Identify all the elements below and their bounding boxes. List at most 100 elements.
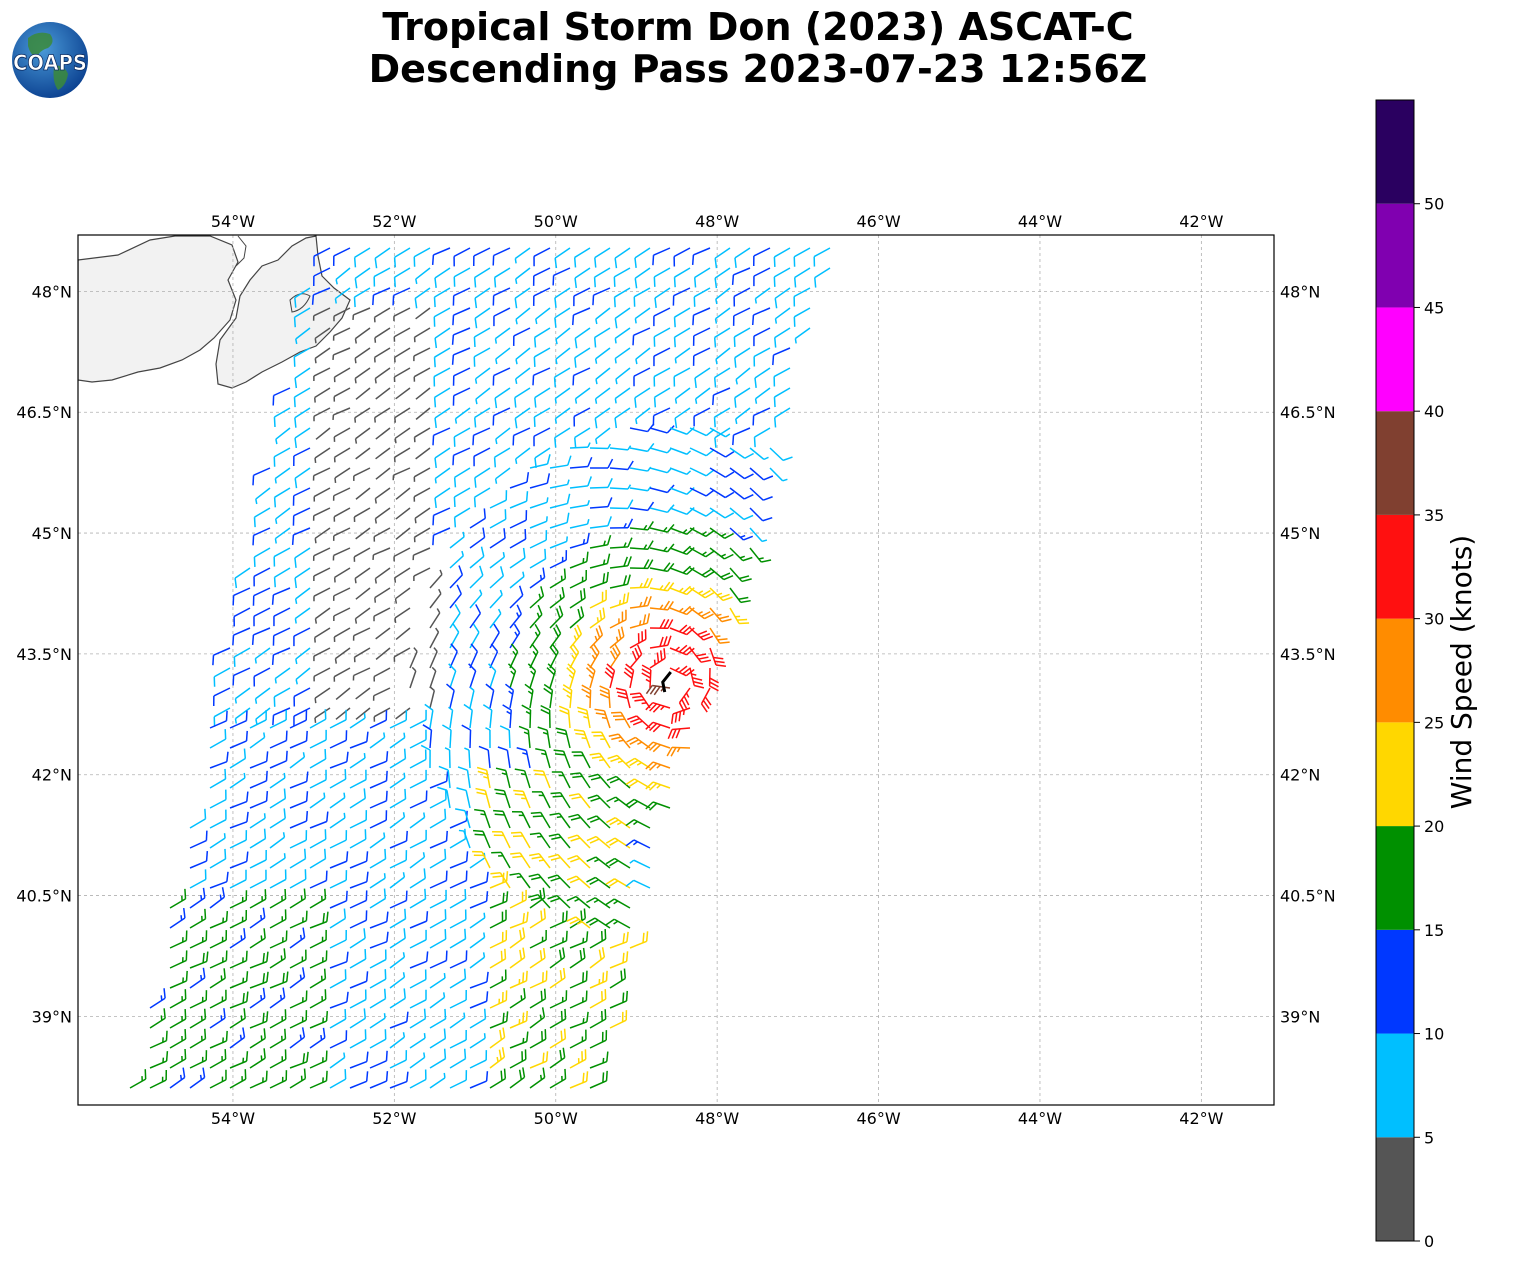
wind-barb — [629, 613, 651, 629]
wind-barb — [374, 587, 391, 603]
wind-barb — [566, 916, 591, 929]
wind-barb — [510, 831, 531, 849]
wind-barb — [469, 589, 483, 609]
logo-text: COAPS — [13, 51, 87, 75]
wind-barb — [369, 832, 386, 849]
wind-barb — [714, 307, 731, 324]
wind-barb — [489, 643, 499, 669]
wind-barb — [274, 667, 291, 684]
wind-barb — [332, 487, 351, 501]
wind-barb — [449, 1048, 467, 1069]
wind-barb — [605, 898, 631, 909]
wind-barb — [213, 707, 231, 727]
wind-barb — [333, 627, 351, 642]
wind-barb — [289, 990, 308, 1009]
wind-barb — [537, 726, 551, 749]
wind-barb — [674, 407, 691, 429]
wind-barb — [713, 327, 731, 348]
wind-barb — [409, 790, 428, 809]
wind-barb — [532, 287, 551, 306]
lon-tick-label-bottom: 42°W — [1179, 1109, 1223, 1128]
wind-barb — [395, 487, 411, 500]
wind-barb — [429, 830, 448, 849]
wind-barb — [448, 706, 454, 729]
wind-barb — [409, 969, 427, 989]
wind-barb — [413, 567, 431, 582]
wind-barb — [609, 460, 634, 471]
wind-barb — [569, 588, 586, 609]
wind-barb — [395, 707, 411, 720]
wind-barb — [389, 1011, 409, 1029]
wind-barb — [372, 687, 391, 701]
wind-barb — [469, 527, 486, 549]
wind-barb — [309, 709, 327, 729]
lat-tick-label-right: 46.5°N — [1280, 403, 1336, 422]
wind-barb — [209, 751, 229, 769]
wind-barb — [709, 647, 727, 668]
wind-barb — [555, 347, 571, 365]
lon-tick-label-top: 50°W — [534, 212, 578, 231]
wind-barb — [566, 875, 591, 889]
wind-barb — [373, 307, 391, 323]
wind-barb — [689, 647, 712, 663]
wind-barb — [314, 347, 331, 364]
colorbar-tick-label: 30 — [1424, 610, 1444, 629]
wind-barb — [309, 1027, 326, 1049]
wind-barb — [312, 547, 331, 561]
wind-barb — [549, 812, 571, 829]
wind-barb — [629, 859, 651, 869]
wind-barb — [574, 327, 591, 349]
wind-barb — [577, 706, 591, 729]
wind-barb — [623, 663, 635, 689]
wind-barb — [549, 550, 568, 569]
wind-barb — [692, 347, 711, 366]
lon-tick-label-top: 48°W — [695, 212, 739, 231]
wind-barb — [594, 407, 611, 429]
wind-barb — [549, 1068, 567, 1089]
wind-barb — [569, 456, 593, 469]
wind-barb — [469, 1033, 486, 1049]
wind-barb — [568, 813, 591, 829]
wind-barb — [274, 467, 291, 484]
wind-barb — [569, 947, 586, 969]
wind-barb — [729, 467, 754, 480]
wind-barb — [274, 507, 291, 525]
colorbar-tick-label: 15 — [1424, 921, 1444, 940]
wind-barb — [567, 855, 591, 869]
wind-barb — [673, 307, 691, 328]
wind-barb — [329, 851, 349, 869]
wind-barb — [629, 540, 654, 550]
wind-barb — [569, 643, 580, 669]
wind-barb — [554, 387, 571, 404]
wind-barb — [569, 970, 588, 989]
wind-barb — [395, 527, 411, 540]
wind-barb — [209, 848, 227, 869]
wind-barb — [469, 508, 486, 529]
wind-barb — [233, 647, 251, 667]
wind-barb — [732, 427, 751, 446]
wind-barb — [433, 307, 451, 327]
wind-barb — [232, 587, 251, 606]
wind-barb — [689, 447, 715, 457]
wind-barb — [669, 624, 695, 636]
wind-barb — [629, 521, 654, 531]
wind-barb — [249, 849, 267, 869]
wind-barb — [414, 287, 431, 309]
wind-barb — [349, 829, 367, 849]
wind-barb — [269, 730, 288, 749]
wind-barb — [373, 527, 391, 542]
wind-barb — [409, 1052, 426, 1069]
wind-barb — [449, 810, 468, 829]
wind-barb — [589, 571, 609, 589]
wind-barb — [609, 968, 627, 989]
wind-barb — [753, 327, 771, 347]
wind-barb — [607, 754, 631, 769]
wind-barb — [449, 870, 468, 889]
wind-barb — [753, 267, 771, 287]
wind-barb — [569, 624, 583, 649]
wind-barb — [409, 769, 427, 789]
wind-barb — [634, 387, 651, 408]
wind-barb — [452, 287, 471, 306]
wind-barb — [587, 794, 611, 809]
wind-barb — [289, 752, 306, 769]
